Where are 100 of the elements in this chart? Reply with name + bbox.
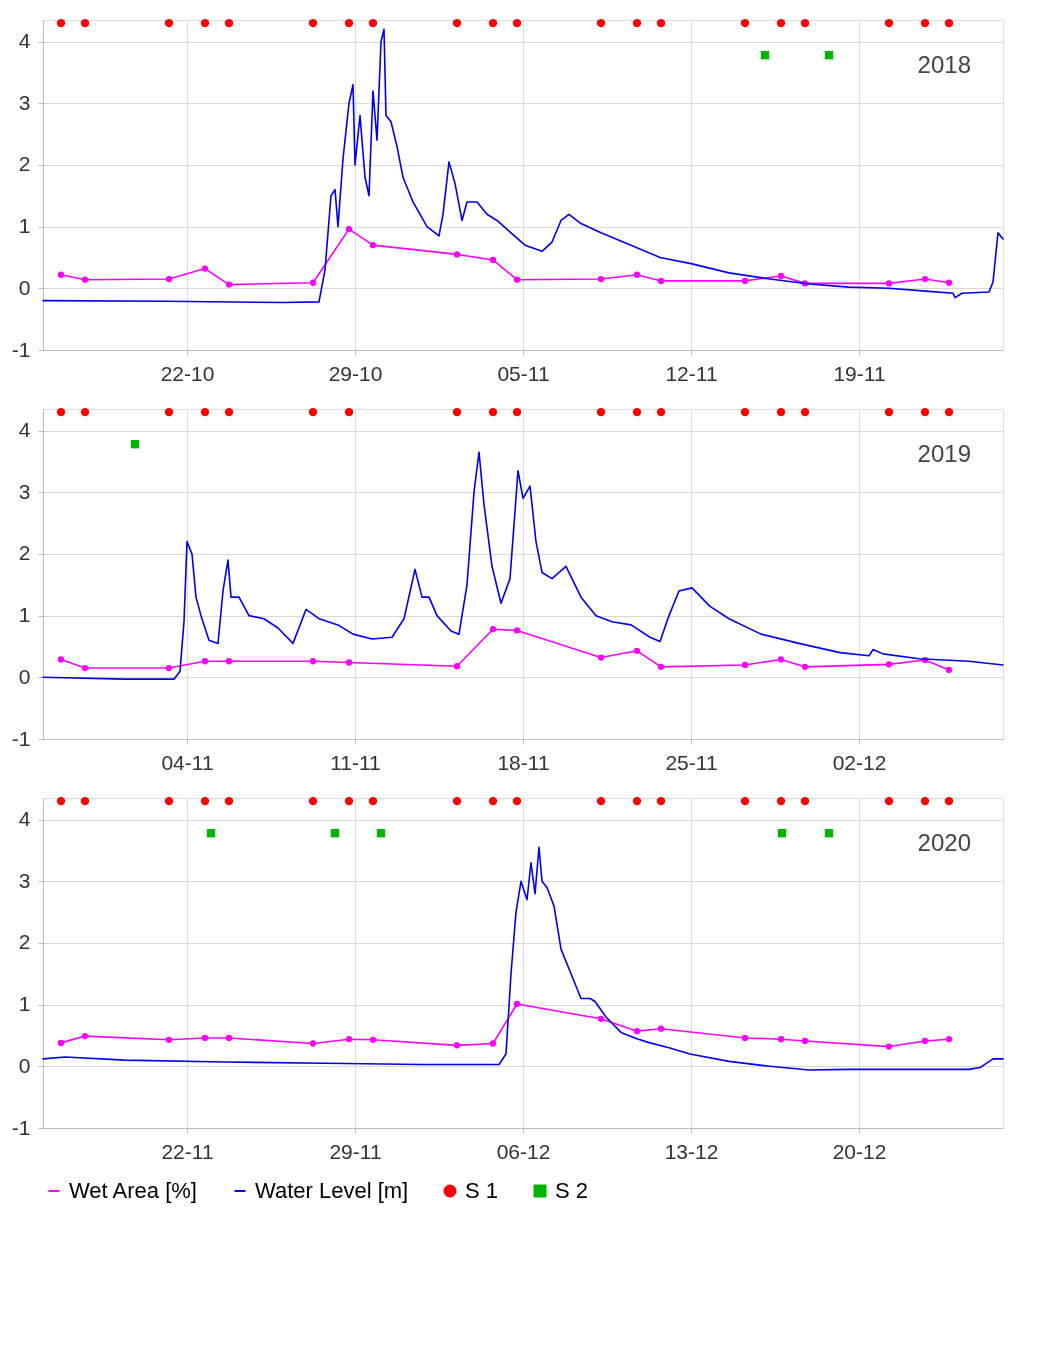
point — [741, 1034, 749, 1042]
point — [884, 18, 894, 28]
point — [309, 658, 317, 665]
point — [368, 796, 378, 806]
point — [824, 828, 834, 838]
point — [488, 407, 498, 417]
point — [200, 18, 210, 28]
x-tick-label: 19-11 — [833, 361, 886, 385]
x-tick-label: 11-11 — [330, 750, 381, 774]
point — [741, 661, 749, 669]
point — [944, 796, 954, 806]
legend-label: S 2 — [555, 1178, 589, 1203]
point — [452, 18, 462, 28]
point — [309, 279, 317, 286]
point — [330, 828, 340, 838]
point — [224, 407, 234, 417]
legend-label: Wet Area [%] — [69, 1178, 197, 1203]
point — [489, 1040, 497, 1047]
legend-label: Water Level [m] — [255, 1178, 409, 1203]
y-tick-label: -1 — [11, 337, 31, 361]
point — [57, 1039, 65, 1047]
y-tick-label: 4 — [18, 418, 31, 442]
point — [656, 18, 666, 28]
point — [776, 407, 786, 417]
point — [920, 18, 930, 28]
point — [165, 1036, 173, 1043]
point — [81, 276, 89, 283]
point — [56, 18, 66, 28]
point — [453, 663, 461, 670]
point — [656, 407, 666, 417]
x-tick-label: 04-11 — [161, 750, 214, 774]
point — [656, 796, 666, 806]
point — [369, 241, 377, 249]
point — [225, 281, 233, 288]
point — [776, 18, 786, 28]
point — [206, 828, 216, 838]
point — [633, 647, 641, 654]
x-tick-label: 20-12 — [832, 1139, 887, 1163]
point — [224, 18, 234, 28]
point — [513, 276, 521, 283]
point — [344, 18, 354, 28]
x-tick-label: 22-10 — [160, 361, 215, 385]
point — [513, 1000, 521, 1008]
y-tick-label: 0 — [18, 1053, 31, 1077]
point — [164, 407, 174, 417]
point — [777, 1036, 785, 1043]
x-tick-label: 12-11 — [665, 361, 718, 385]
point — [633, 1028, 641, 1035]
point — [885, 661, 893, 668]
point — [489, 626, 497, 633]
point — [453, 1042, 461, 1049]
point — [512, 796, 522, 806]
point — [80, 18, 90, 28]
point — [201, 1034, 209, 1042]
point — [740, 407, 750, 417]
point — [224, 796, 234, 806]
y-tick-label: 3 — [18, 90, 31, 114]
point — [920, 796, 930, 806]
point — [776, 796, 786, 806]
point — [800, 796, 810, 806]
point — [921, 1037, 929, 1045]
x-tick-label: 02-12 — [832, 750, 887, 774]
point — [597, 1015, 605, 1022]
point — [777, 828, 787, 838]
point — [57, 656, 65, 663]
point — [80, 407, 90, 417]
point — [56, 796, 66, 806]
y-tick-label: 3 — [18, 479, 31, 503]
point — [309, 1040, 317, 1047]
y-tick-label: 1 — [18, 603, 31, 627]
point — [512, 18, 522, 28]
point — [920, 407, 930, 417]
point — [596, 796, 606, 806]
y-tick-label: 4 — [18, 807, 31, 831]
point — [164, 18, 174, 28]
point — [512, 407, 522, 417]
point — [741, 277, 749, 285]
point — [200, 796, 210, 806]
x-tick-label: 29-11 — [329, 1139, 382, 1163]
point — [657, 277, 665, 285]
point — [80, 796, 90, 806]
point — [884, 796, 894, 806]
x-tick-label: 29-10 — [328, 361, 383, 385]
point — [740, 796, 750, 806]
point — [633, 271, 641, 278]
point — [369, 1036, 377, 1043]
point — [800, 407, 810, 417]
point — [944, 18, 954, 28]
point — [344, 796, 354, 806]
y-tick-label: 0 — [18, 664, 31, 688]
point — [225, 658, 233, 665]
y-tick-label: 0 — [18, 275, 31, 299]
y-tick-label: 3 — [18, 868, 31, 892]
point — [777, 656, 785, 663]
point — [777, 272, 785, 280]
point — [596, 407, 606, 417]
point — [200, 407, 210, 417]
point — [632, 18, 642, 28]
point — [345, 225, 353, 233]
point — [56, 407, 66, 417]
